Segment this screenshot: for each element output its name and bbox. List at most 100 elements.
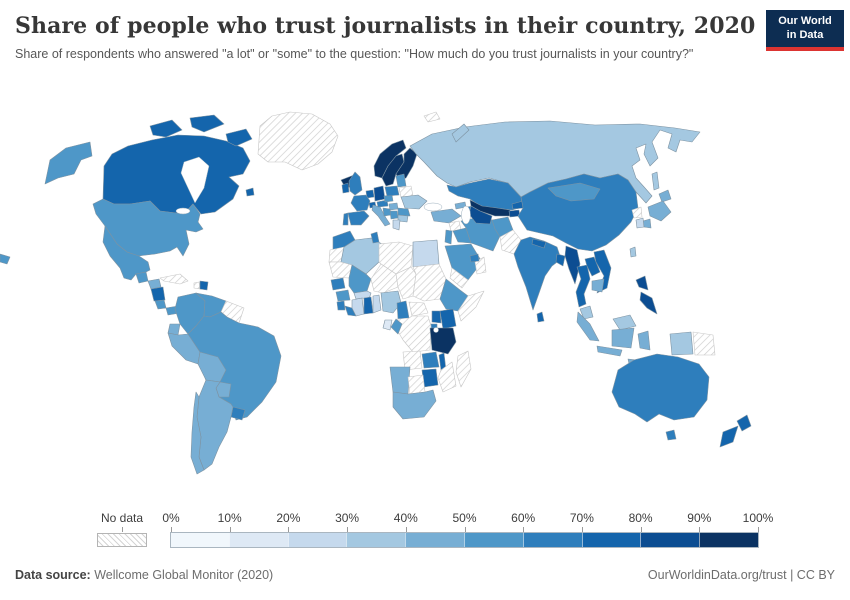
country-indonesia-west-papua[interactable] <box>669 331 694 356</box>
country-mozambique[interactable] <box>437 361 457 393</box>
country-india[interactable] <box>513 236 562 311</box>
country-new-zealand-north[interactable] <box>736 414 752 432</box>
country-bulgaria[interactable] <box>397 214 409 223</box>
country-philippines-visayas-mindanao[interactable] <box>639 291 658 315</box>
country-indonesia-kalimantan[interactable] <box>611 327 635 349</box>
country-sudan[interactable] <box>412 263 447 302</box>
country-taiwan[interactable] <box>629 246 637 258</box>
country-kenya[interactable] <box>439 308 457 330</box>
country-indonesia-sumatra[interactable] <box>576 311 600 342</box>
country-tanzania[interactable] <box>429 327 457 355</box>
country-zimbabwe[interactable] <box>421 368 439 388</box>
country-north-korea[interactable] <box>631 206 643 219</box>
country-laos[interactable] <box>584 256 601 277</box>
country-united-arab-emirates[interactable] <box>469 253 480 263</box>
country-tunisia[interactable] <box>370 231 380 244</box>
country-haiti[interactable] <box>193 281 201 290</box>
country-malaysia-peninsula[interactable] <box>579 305 594 320</box>
legend-bin[interactable] <box>171 533 229 547</box>
country-nicaragua[interactable] <box>150 286 166 302</box>
country-central-african-republic[interactable] <box>408 301 429 317</box>
country-spain[interactable] <box>347 210 370 226</box>
legend-bin[interactable] <box>287 533 347 547</box>
country-bangladesh[interactable] <box>555 253 566 267</box>
country-guinea[interactable] <box>335 289 351 302</box>
country-south-korea[interactable] <box>635 217 645 229</box>
country-thailand[interactable] <box>575 264 591 308</box>
country-egypt[interactable] <box>412 239 440 268</box>
country-russia-sakhalin[interactable] <box>651 171 660 191</box>
country-norway[interactable] <box>373 139 407 179</box>
country-united-kingdom[interactable] <box>348 171 363 196</box>
credit-link[interactable]: OurWorldinData.org/trust | CC BY <box>647 568 835 582</box>
country-somalia[interactable] <box>457 290 485 322</box>
legend-bin[interactable] <box>640 533 700 547</box>
country-chile[interactable] <box>190 391 205 475</box>
country-uganda[interactable] <box>431 310 442 324</box>
country-baltic-states[interactable] <box>395 173 407 188</box>
country-turkey[interactable] <box>430 208 462 224</box>
country-romania[interactable] <box>397 207 411 217</box>
legend-bin[interactable] <box>581 533 641 547</box>
country-namibia[interactable] <box>389 366 411 395</box>
country-saudi-arabia[interactable] <box>444 243 483 281</box>
country-canada-arctic-island-3[interactable] <box>225 128 253 147</box>
country-israel-jordan[interactable] <box>444 229 453 245</box>
country-myanmar[interactable] <box>564 245 581 285</box>
country-croatia-bosnia[interactable] <box>382 207 392 217</box>
country-sri-lanka[interactable] <box>536 311 545 323</box>
country-russia[interactable] <box>409 120 701 204</box>
legend-bin[interactable] <box>228 533 288 547</box>
country-germany[interactable] <box>373 185 386 202</box>
country-greenland[interactable] <box>257 111 339 171</box>
country-japan-hokkaido[interactable] <box>658 189 672 203</box>
country-canada-arctic-island-1[interactable] <box>149 119 183 138</box>
country-madagascar[interactable] <box>455 350 472 388</box>
country-canada-newfoundland[interactable] <box>245 187 255 197</box>
legend-bin[interactable] <box>522 533 582 547</box>
country-yemen[interactable] <box>449 267 469 289</box>
country-indonesia-java[interactable] <box>596 345 623 357</box>
country-mongolia[interactable] <box>547 182 601 202</box>
country-nigeria[interactable] <box>380 290 402 314</box>
country-australia-tasmania[interactable] <box>665 429 677 441</box>
country-australia[interactable] <box>611 353 710 423</box>
country-ukraine[interactable] <box>400 194 428 210</box>
country-italy[interactable] <box>371 204 391 227</box>
country-botswana[interactable] <box>407 374 426 395</box>
country-gabon[interactable] <box>382 319 393 331</box>
country-mali[interactable] <box>348 264 372 294</box>
country-serbia[interactable] <box>389 210 399 220</box>
country-south-africa[interactable] <box>392 389 437 420</box>
country-united-states-alaska[interactable] <box>44 141 93 185</box>
country-france[interactable] <box>350 194 371 212</box>
country-united-states-aleutian-sliver[interactable] <box>0 253 11 265</box>
country-poland[interactable] <box>384 185 400 197</box>
country-mauritania[interactable] <box>328 261 353 279</box>
country-nepal[interactable] <box>531 238 547 249</box>
country-zambia[interactable] <box>421 351 440 369</box>
country-congo[interactable] <box>390 318 403 335</box>
country-canada-arctic-island-2[interactable] <box>189 114 225 133</box>
country-indonesia-sulawesi[interactable] <box>637 330 651 351</box>
country-angola[interactable] <box>402 350 423 371</box>
country-new-zealand-south[interactable] <box>719 425 739 448</box>
country-sierra-leone[interactable] <box>336 300 346 311</box>
country-philippines-luzon[interactable] <box>635 275 649 291</box>
country-ireland[interactable] <box>341 182 350 194</box>
legend-bin[interactable] <box>699 533 758 547</box>
legend-bin[interactable] <box>405 533 464 547</box>
country-hungary[interactable] <box>388 202 399 211</box>
country-belarus[interactable] <box>398 185 414 198</box>
country-senegal-gambia[interactable] <box>330 277 346 291</box>
owid-logo[interactable]: Our World in Data <box>766 10 844 51</box>
country-svalbard[interactable] <box>423 111 441 123</box>
country-dr-congo[interactable] <box>395 315 432 353</box>
legend-bin[interactable] <box>463 533 523 547</box>
legend-no-data-swatch[interactable] <box>97 533 147 547</box>
country-togo-benin[interactable] <box>372 294 382 314</box>
country-malaysia-borneo[interactable] <box>612 314 637 331</box>
country-cambodia[interactable] <box>591 278 605 293</box>
country-honduras[interactable] <box>147 278 162 290</box>
country-japan-honshu[interactable] <box>647 200 672 222</box>
